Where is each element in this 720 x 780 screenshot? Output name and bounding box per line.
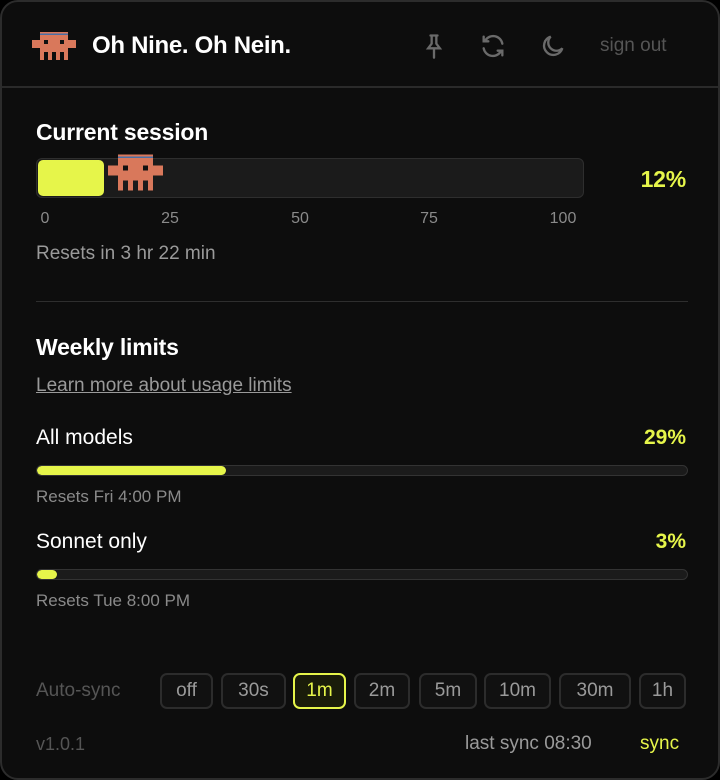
tick-label: 75 <box>420 210 438 227</box>
header-divider <box>2 86 718 88</box>
mascot-progress-icon <box>107 154 163 191</box>
autosync-off-button[interactable]: off <box>160 673 213 709</box>
refresh-icon[interactable] <box>479 32 507 60</box>
autosync-30s-button[interactable]: 30s <box>221 673 286 709</box>
sonnet-only-label: Sonnet only <box>36 530 147 553</box>
moon-icon[interactable] <box>539 32 567 60</box>
sign-out-link[interactable]: sign out <box>600 35 667 56</box>
session-percent: 12% <box>640 166 687 192</box>
usage-limits-link[interactable]: Learn more about usage limits <box>36 375 292 396</box>
tick-label: 25 <box>161 210 179 227</box>
app-title: Oh Nine. Oh Nein. <box>92 32 291 59</box>
last-sync-time: last sync 08:30 <box>465 733 592 754</box>
sonnet-only-percent: 3% <box>655 530 686 553</box>
autosync-1h-button[interactable]: 1h <box>639 673 686 709</box>
all-models-label: All models <box>36 426 133 449</box>
pin-icon[interactable] <box>420 32 448 60</box>
sonnet-only-fill <box>37 570 57 579</box>
autosync-2m-button[interactable]: 2m <box>354 673 410 709</box>
all-models-bar <box>36 465 688 476</box>
autosync-30m-button[interactable]: 30m <box>559 673 631 709</box>
autosync-5m-button[interactable]: 5m <box>419 673 477 709</box>
sync-button[interactable]: sync <box>640 733 680 754</box>
tick-label: 50 <box>291 210 309 227</box>
current-session-title: Current session <box>36 119 209 145</box>
session-progress-fill <box>38 160 104 196</box>
auto-sync-label: Auto-sync <box>36 680 121 701</box>
version-label: v1.0.1 <box>36 734 86 754</box>
autosync-10m-button[interactable]: 10m <box>484 673 551 709</box>
session-resets: Resets in 3 hr 22 min <box>36 243 216 264</box>
weekly-limits-title: Weekly limits <box>36 334 179 360</box>
tick-label: 0 <box>40 210 50 227</box>
mascot-logo-icon <box>32 32 76 60</box>
tick-label: 100 <box>549 210 577 227</box>
sonnet-only-resets: Resets Tue 8:00 PM <box>36 591 191 610</box>
all-models-percent: 29% <box>643 426 686 449</box>
all-models-fill <box>37 466 226 475</box>
section-divider <box>36 301 688 302</box>
sonnet-only-bar <box>36 569 688 580</box>
autosync-1m-button[interactable]: 1m <box>293 673 346 709</box>
all-models-resets: Resets Fri 4:00 PM <box>36 487 182 506</box>
